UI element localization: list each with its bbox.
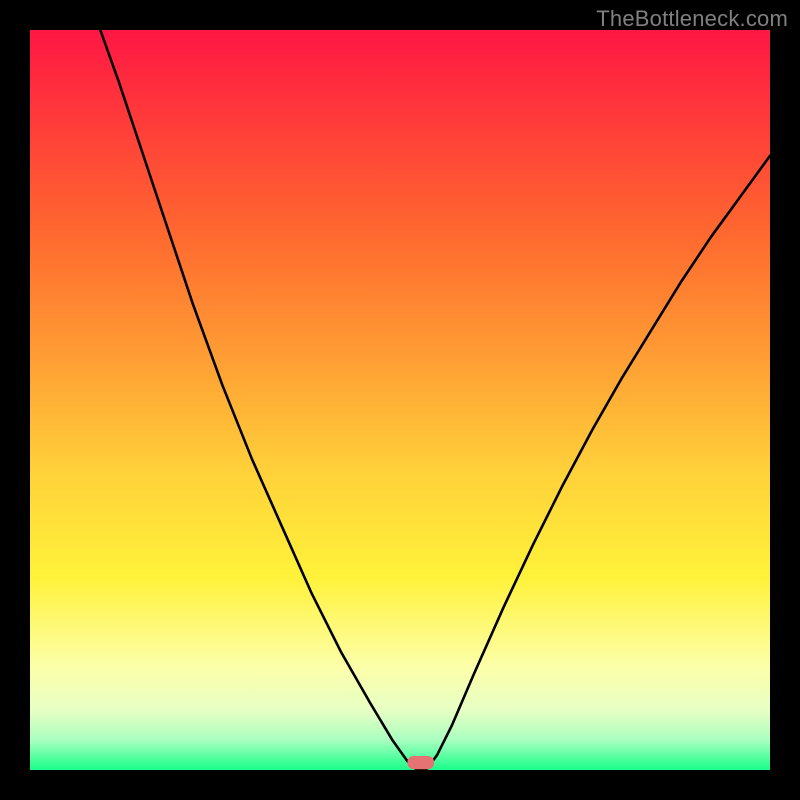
chart-stage: TheBottleneck.com [0, 0, 800, 800]
chart-plot-area [30, 30, 770, 770]
attribution-watermark: TheBottleneck.com [596, 6, 788, 32]
bottleneck-chart [0, 0, 800, 800]
optimal-marker [407, 756, 434, 769]
